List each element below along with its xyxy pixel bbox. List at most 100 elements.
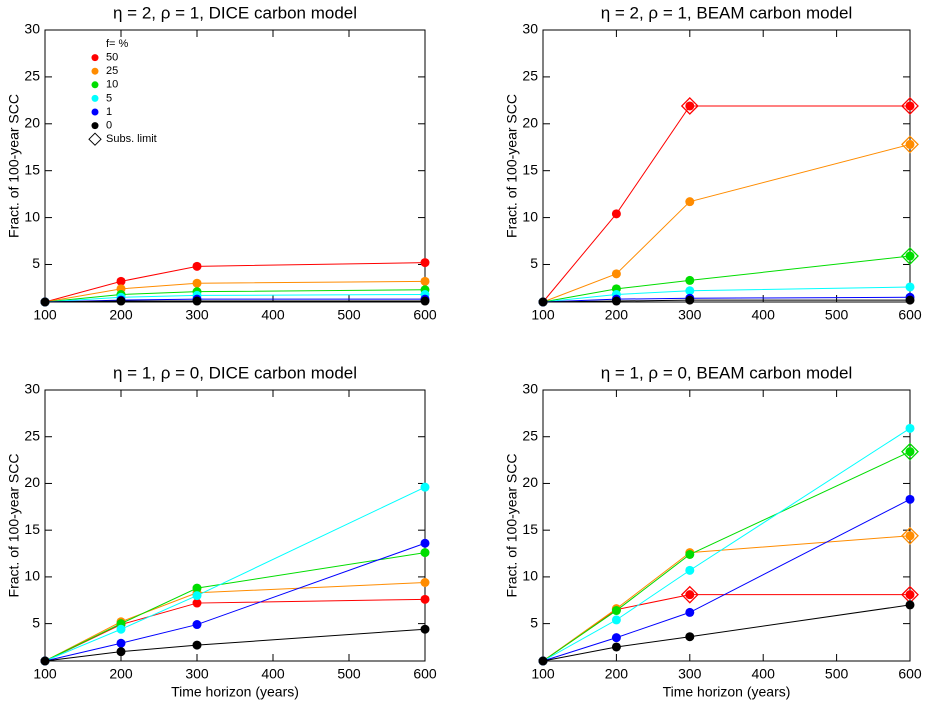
data-point bbox=[192, 620, 202, 630]
panel-title: η = 1, ρ = 0, BEAM carbon model bbox=[601, 363, 853, 382]
panel-title: η = 2, ρ = 1, BEAM carbon model bbox=[601, 3, 853, 22]
legend-title: f= % bbox=[106, 38, 129, 50]
x-tick-label: 500 bbox=[337, 666, 361, 682]
series-line bbox=[44, 628, 426, 662]
legend-label: 25 bbox=[106, 65, 118, 77]
y-tick-label: 10 bbox=[24, 568, 40, 584]
y-tick-label: 15 bbox=[24, 161, 40, 177]
y-tick-label: 5 bbox=[530, 614, 538, 630]
x-tick-label: 300 bbox=[678, 666, 702, 682]
y-tick-label: 5 bbox=[32, 255, 40, 271]
x-tick-label: 400 bbox=[261, 666, 285, 682]
subs-limit-marker bbox=[901, 247, 919, 265]
y-tick-label: 15 bbox=[24, 521, 40, 537]
series-line bbox=[542, 535, 911, 662]
legend-marker bbox=[91, 81, 99, 89]
data-point bbox=[905, 295, 915, 305]
data-point bbox=[905, 447, 915, 457]
series-line bbox=[44, 552, 426, 662]
data-point bbox=[685, 197, 695, 207]
data-point bbox=[685, 275, 695, 285]
legend-label: Subs. limit bbox=[106, 133, 157, 145]
data-point bbox=[420, 578, 430, 588]
x-tick-label: 200 bbox=[605, 666, 629, 682]
data-point bbox=[420, 594, 430, 604]
data-point bbox=[192, 598, 202, 608]
series-line bbox=[44, 262, 426, 303]
data-point bbox=[905, 423, 915, 433]
x-tick-label: 600 bbox=[898, 307, 922, 323]
subs-limit-marker bbox=[680, 585, 699, 604]
series-line bbox=[542, 296, 911, 303]
series-line bbox=[44, 293, 426, 303]
data-point bbox=[685, 549, 695, 559]
x-tick-label: 600 bbox=[898, 666, 922, 682]
series-line bbox=[542, 451, 911, 662]
x-tick-label: 500 bbox=[337, 307, 361, 323]
data-point bbox=[905, 101, 915, 111]
data-point bbox=[538, 656, 548, 666]
data-point bbox=[685, 101, 695, 111]
data-point bbox=[685, 565, 695, 575]
series-line bbox=[44, 582, 426, 662]
x-tick-label: 100 bbox=[531, 307, 555, 323]
x-tick-label: 400 bbox=[752, 666, 776, 682]
data-point bbox=[905, 590, 915, 600]
legend-marker bbox=[88, 132, 102, 146]
x-tick-label: 300 bbox=[185, 666, 209, 682]
data-point bbox=[905, 282, 915, 292]
y-tick-label: 20 bbox=[522, 114, 538, 130]
y-axis-label: Fract. of 100-year SCC bbox=[504, 454, 520, 598]
legend-label: 0 bbox=[106, 120, 112, 132]
plot-frame bbox=[542, 29, 911, 303]
data-point bbox=[611, 642, 621, 652]
y-tick-label: 25 bbox=[522, 68, 538, 84]
data-point bbox=[538, 297, 548, 307]
x-tick-label: 600 bbox=[413, 307, 437, 323]
series-line bbox=[542, 299, 910, 303]
plot-frame bbox=[44, 29, 426, 303]
legend-marker bbox=[91, 54, 99, 62]
data-point bbox=[192, 296, 202, 306]
y-tick-label: 10 bbox=[522, 208, 538, 224]
x-axis-label: Time horizon (years) bbox=[171, 684, 299, 700]
series-line bbox=[542, 498, 911, 662]
y-tick-label: 5 bbox=[32, 614, 40, 630]
y-tick-label: 20 bbox=[522, 474, 538, 490]
series-line bbox=[542, 286, 911, 303]
data-point bbox=[420, 296, 430, 306]
panel-title: η = 1, ρ = 0, DICE carbon model bbox=[113, 363, 357, 382]
data-point bbox=[420, 538, 430, 548]
series-line bbox=[44, 289, 426, 303]
y-axis-label: Fract. of 100-year SCC bbox=[6, 454, 22, 598]
x-tick-label: 300 bbox=[678, 307, 702, 323]
x-tick-label: 100 bbox=[33, 666, 57, 682]
series-line bbox=[542, 594, 910, 662]
data-point bbox=[192, 261, 202, 271]
data-point bbox=[905, 251, 915, 261]
y-axis-label: Fract. of 100-year SCC bbox=[504, 94, 520, 238]
y-tick-label: 15 bbox=[522, 161, 538, 177]
data-point bbox=[685, 295, 695, 305]
y-tick-label: 20 bbox=[24, 474, 40, 490]
data-point bbox=[685, 607, 695, 617]
data-point bbox=[420, 624, 430, 634]
data-point bbox=[611, 209, 621, 219]
legend-marker bbox=[91, 108, 99, 116]
y-tick-label: 20 bbox=[24, 114, 40, 130]
y-axis-label: Fract. of 100-year SCC bbox=[6, 94, 22, 238]
series-line bbox=[44, 300, 425, 303]
panel-title: η = 2, ρ = 1, DICE carbon model bbox=[113, 3, 357, 22]
legend-label: 1 bbox=[106, 106, 112, 118]
y-tick-label: 30 bbox=[24, 381, 40, 397]
series-line bbox=[542, 427, 911, 662]
subs-limit-marker bbox=[901, 97, 919, 115]
subs-limit-marker bbox=[901, 135, 919, 154]
legend-marker bbox=[91, 122, 99, 130]
y-tick-label: 30 bbox=[522, 381, 538, 397]
data-point bbox=[420, 258, 430, 268]
data-point bbox=[611, 615, 621, 625]
data-point bbox=[116, 296, 126, 306]
series-line bbox=[542, 255, 911, 303]
x-tick-label: 200 bbox=[605, 307, 629, 323]
